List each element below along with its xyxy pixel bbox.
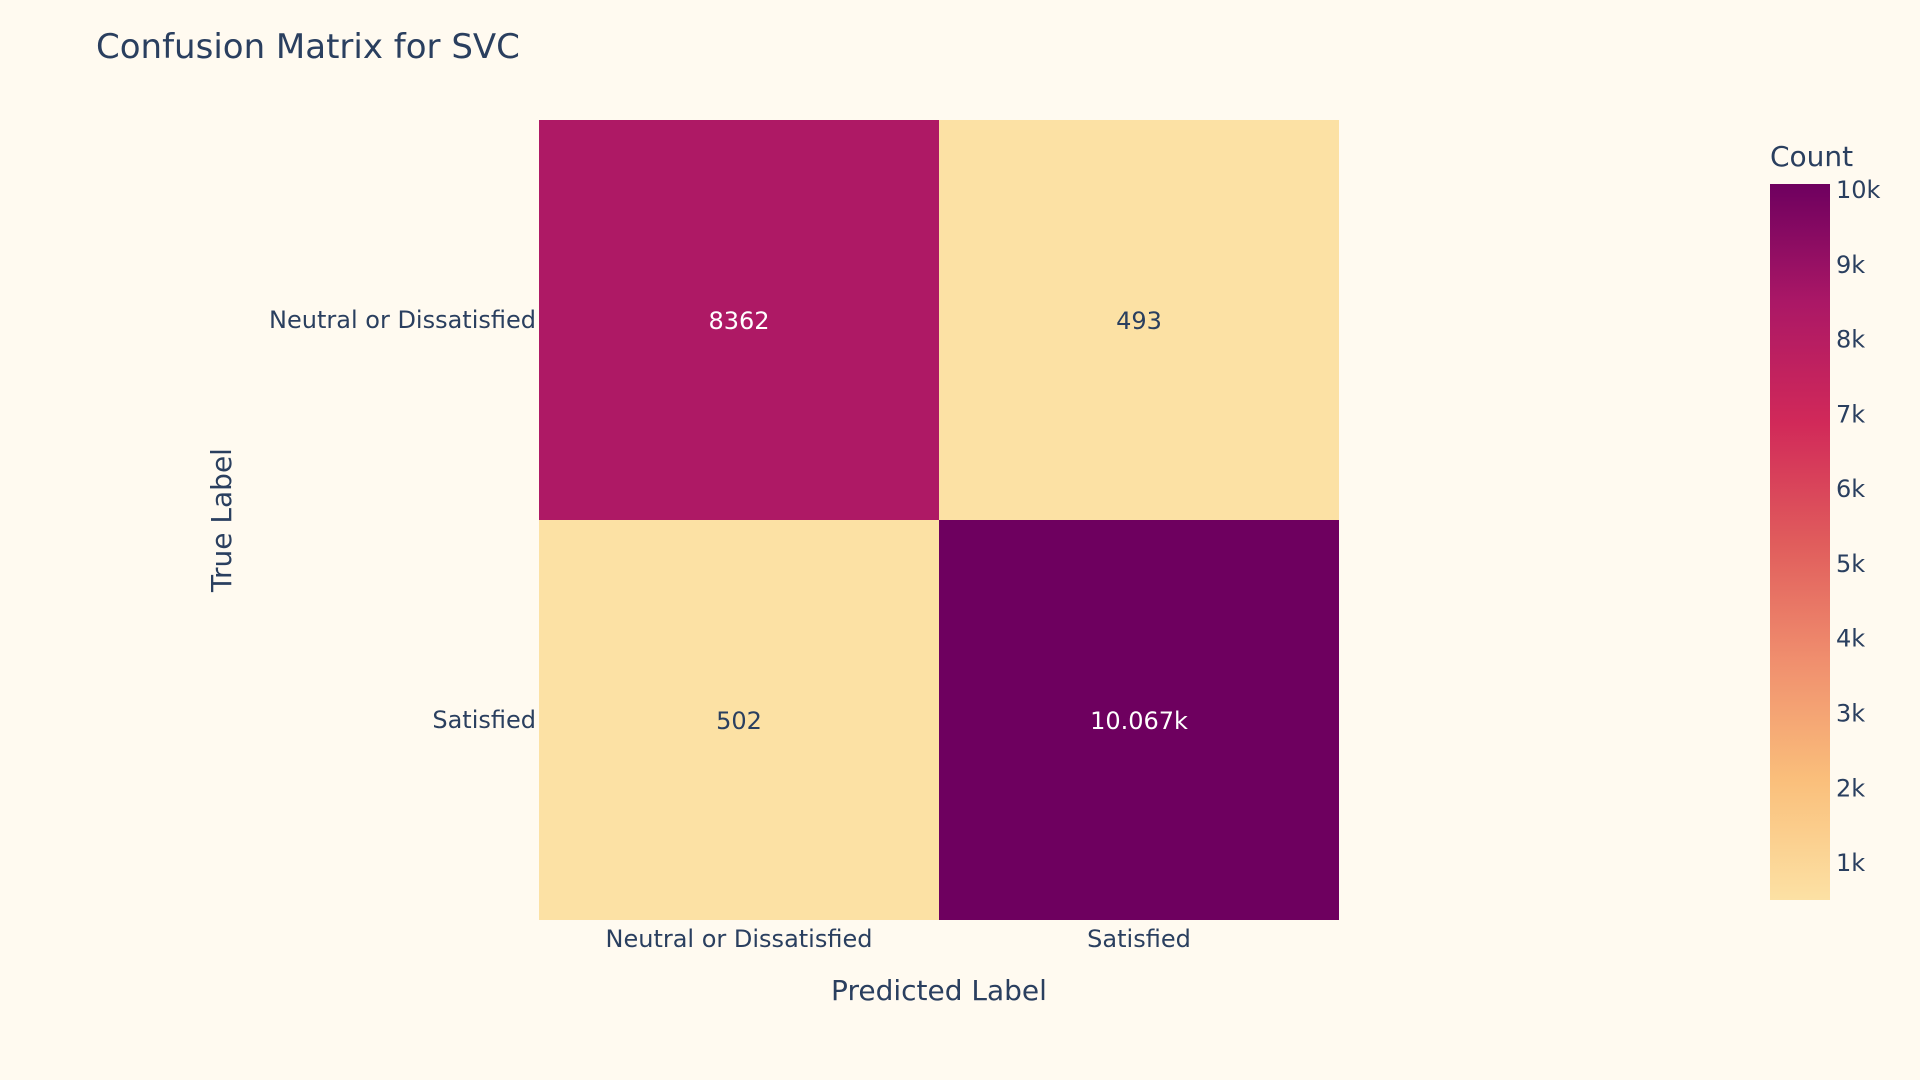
x-axis-label: Predicted Label <box>831 974 1047 1007</box>
colorbar-tick-label: 5k <box>1836 550 1865 578</box>
x-axis-ticks: Neutral or Dissatisfied Satisfied <box>606 925 1191 953</box>
cell-label-1-1: 10.067k <box>1090 707 1188 735</box>
colorbar-tick-label: 1k <box>1836 849 1865 877</box>
y-axis-label: True Label <box>205 448 238 593</box>
colorbar-tick-label: 8k <box>1836 326 1865 354</box>
chart-title: Confusion Matrix for SVC <box>96 27 520 67</box>
y-axis-ticks: Neutral or Dissatisfied Satisfied <box>269 306 536 734</box>
colorbar-tick-label: 9k <box>1836 251 1865 279</box>
heatmap-cell-1-1 <box>939 520 1339 920</box>
heatmap-cell-0-1 <box>939 120 1339 520</box>
heatmap-cell-1-0 <box>539 520 939 920</box>
colorbar-tick-label: 4k <box>1836 625 1865 653</box>
colorbar-tick-label: 10k <box>1836 176 1881 204</box>
cell-label-1-0: 502 <box>716 707 762 735</box>
colorbar-tick-label: 6k <box>1836 475 1865 503</box>
heatmap-cell-0-0 <box>539 120 939 520</box>
x-tick-label: Neutral or Dissatisfied <box>606 925 873 953</box>
colorbar-tick-label: 3k <box>1836 700 1865 728</box>
colorbar <box>1770 184 1830 900</box>
colorbar-ticks: 1k 2k 3k 4k 5k 6k 7k 8k 9k 10k <box>1836 176 1881 877</box>
x-tick-label: Satisfied <box>1087 925 1191 953</box>
cell-label-0-0: 8362 <box>708 307 769 335</box>
colorbar-tick-label: 2k <box>1836 774 1865 802</box>
cell-label-0-1: 493 <box>1116 307 1162 335</box>
y-tick-label: Neutral or Dissatisfied <box>269 306 536 334</box>
heatmap-cells: 8362 493 502 10.067k <box>539 120 1339 920</box>
colorbar-tick-label: 7k <box>1836 400 1865 428</box>
colorbar-title: Count <box>1770 140 1853 173</box>
y-tick-label: Satisfied <box>432 706 536 734</box>
